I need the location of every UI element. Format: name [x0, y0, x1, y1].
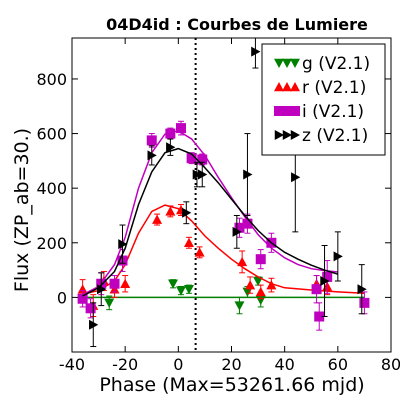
data-point: [234, 301, 245, 311]
data-point: [77, 293, 88, 304]
y-tick-label: 400: [36, 179, 67, 198]
x-tick-label: -40: [59, 355, 85, 374]
legend-marker: [290, 58, 300, 68]
data-point: [245, 280, 256, 290]
data-point: [234, 222, 245, 233]
data-point: [118, 239, 128, 250]
data-point: [104, 298, 115, 308]
data-point: [359, 297, 370, 308]
data-point: [166, 142, 176, 153]
legend-marker: [274, 58, 284, 68]
chart-title: 04D4id : Courbes de Lumiere: [106, 15, 368, 34]
data-point: [147, 150, 157, 161]
data-point: [291, 172, 301, 183]
y-tick-label: 200: [36, 234, 67, 253]
data-point: [77, 284, 88, 294]
data-point: [237, 256, 248, 267]
data-point: [320, 276, 330, 287]
data-point: [255, 286, 266, 297]
plot-content: [77, 38, 370, 352]
data-point: [96, 284, 107, 295]
data-point: [146, 135, 157, 146]
data-point: [165, 206, 176, 216]
data-point: [357, 284, 367, 295]
data-point: [192, 169, 202, 180]
x-tick-label: 80: [381, 355, 400, 374]
data-point: [183, 237, 194, 248]
legend-marker: [274, 106, 284, 116]
legend-marker: [290, 106, 300, 116]
data-point: [314, 311, 325, 322]
data-point: [251, 46, 261, 57]
data-point: [165, 128, 176, 139]
legend-marker: [290, 82, 300, 92]
data-point: [322, 271, 333, 282]
data-point: [175, 123, 186, 134]
fit-curve-3: [82, 147, 339, 297]
data-point: [242, 218, 253, 229]
data-point: [194, 247, 205, 257]
series-triangle-down: [85, 276, 365, 315]
data-point: [333, 251, 343, 262]
data-point: [175, 286, 186, 296]
x-tick-label: 0: [173, 355, 183, 374]
data-point: [198, 169, 208, 180]
data-point: [85, 303, 96, 314]
data-point: [120, 278, 131, 288]
legend-entry-triangle-right: z (V2.1): [274, 126, 368, 146]
legend-entry-triangle-up: r (V2.1): [274, 78, 366, 98]
data-point: [232, 226, 242, 237]
x-tick-label: 60: [328, 355, 348, 374]
legend-label: i (V2.1): [302, 102, 364, 122]
legend: g (V2.1) r (V2.1) i (V2.1) z (V2.1): [261, 43, 386, 156]
legend-marker: [282, 106, 292, 116]
legend-label: g (V2.1): [302, 54, 370, 74]
data-point: [89, 319, 99, 330]
y-tick-label: 600: [36, 125, 67, 144]
legend-label: z (V2.1): [302, 126, 368, 146]
x-tick-label: 20: [221, 355, 241, 374]
legend-marker: [274, 130, 284, 140]
y-tick-label: 800: [36, 70, 67, 89]
data-point: [197, 154, 208, 165]
legend-marker: [282, 130, 292, 140]
y-tick-label: 0: [57, 288, 67, 307]
legend-marker: [290, 130, 300, 140]
series-triangle-right: [82, 38, 367, 348]
data-point: [266, 280, 277, 290]
legend-marker: [274, 82, 284, 92]
x-tick-label: -20: [112, 355, 138, 374]
data-point: [168, 279, 179, 289]
x-axis-label: Phase (Max=53261.66 mjd): [99, 374, 364, 396]
data-point: [186, 153, 197, 164]
legend-entry-square: i (V2.1): [274, 102, 364, 122]
legend-marker: [282, 82, 292, 92]
data-point: [255, 254, 266, 265]
data-point: [183, 284, 194, 295]
x-tick-label: 40: [274, 355, 294, 374]
data-point: [243, 169, 253, 180]
legend-entry-triangle-down: g (V2.1): [274, 54, 370, 74]
y-axis-label: Flux (ZP_ab=30.): [11, 128, 33, 292]
legend-marker: [282, 58, 292, 68]
data-point: [253, 276, 264, 287]
data-point: [109, 278, 120, 289]
plot-area: [77, 38, 370, 352]
data-point: [182, 207, 192, 218]
legend-box: [261, 43, 386, 156]
data-point: [255, 295, 266, 306]
legend-label: r (V2.1): [302, 78, 366, 98]
data-point: [152, 214, 163, 224]
data-point: [311, 284, 322, 295]
fit-curve-2: [82, 129, 338, 296]
